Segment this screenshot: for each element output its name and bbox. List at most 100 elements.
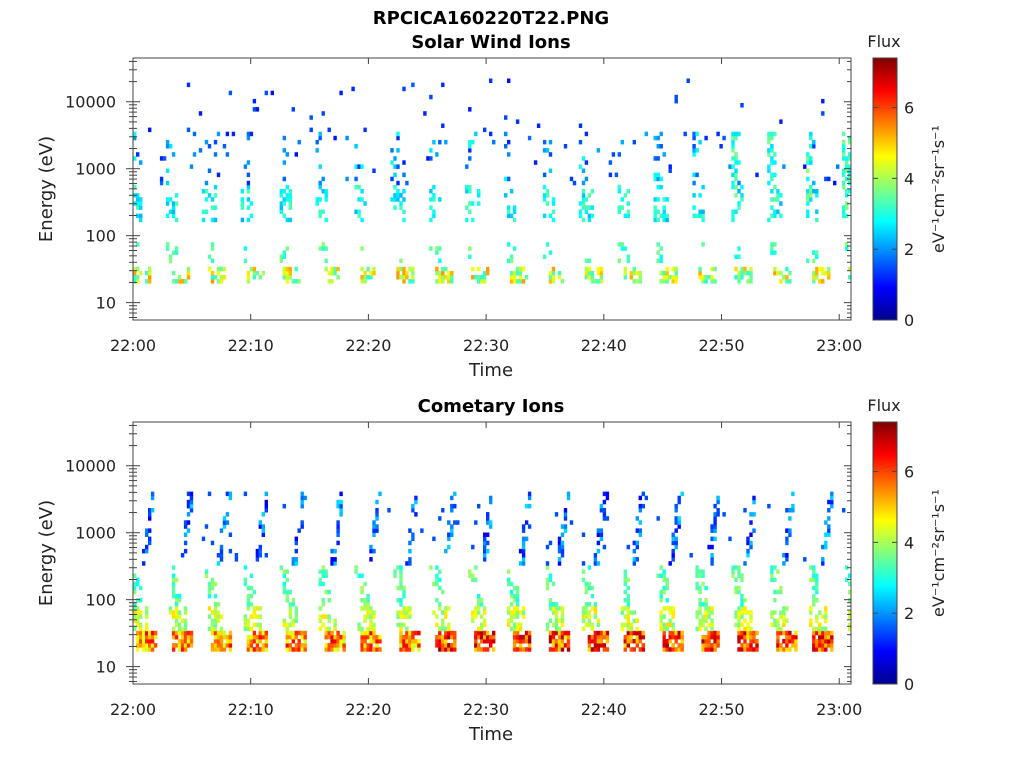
heatmap-cell bbox=[695, 573, 699, 578]
heatmap-cell bbox=[599, 532, 604, 537]
heatmap-cell bbox=[845, 242, 849, 247]
heatmap-cell bbox=[701, 647, 705, 652]
heatmap-cell bbox=[635, 279, 639, 284]
heatmap-cell bbox=[587, 213, 592, 219]
heatmap-cell bbox=[447, 270, 451, 276]
heatmap-cell bbox=[288, 630, 292, 636]
heatmap-cell bbox=[527, 524, 532, 529]
heatmap-cell bbox=[294, 614, 298, 619]
heatmap-cell bbox=[812, 573, 816, 578]
panel-cometary: Cometary Ions 22:00 22:10 22:20 22:30 22:40 2… bbox=[36, 396, 862, 745]
heatmap-cell bbox=[360, 189, 364, 194]
heatmap-cell bbox=[360, 164, 364, 169]
heatmap-cell bbox=[282, 201, 286, 206]
heatmap-cell bbox=[291, 639, 295, 644]
heatmap-cell bbox=[136, 606, 140, 611]
heatmap-cell bbox=[509, 258, 514, 264]
heatmap-cell bbox=[542, 148, 547, 153]
heatmap-cell bbox=[219, 647, 224, 652]
heatmap-cell bbox=[351, 86, 355, 92]
heatmap-cell bbox=[291, 602, 295, 607]
heatmap-cell bbox=[294, 279, 298, 284]
colorbar-label: eV⁻¹cm⁻²sr⁻¹s⁻¹ bbox=[929, 125, 948, 253]
heatmap-cell bbox=[812, 602, 816, 607]
heatmap-cell bbox=[291, 557, 295, 562]
heatmap-cell bbox=[336, 266, 340, 272]
heatmap-cell bbox=[255, 548, 260, 554]
heatmap-cell bbox=[402, 270, 406, 276]
heatmap-cell bbox=[785, 540, 789, 546]
heatmap-cell bbox=[692, 193, 696, 198]
heatmap-cell bbox=[677, 495, 681, 501]
heatmap-cell bbox=[701, 275, 705, 280]
heatmap-cell bbox=[707, 610, 711, 615]
heatmap-cell bbox=[174, 246, 179, 251]
heatmap-cell bbox=[393, 569, 397, 574]
heatmap-cell bbox=[297, 139, 301, 145]
heatmap-cell bbox=[695, 148, 699, 153]
heatmap-cell bbox=[447, 279, 451, 284]
heatmap-cell bbox=[435, 643, 439, 648]
heatmap-cell bbox=[704, 647, 708, 652]
heatmap-cell bbox=[198, 148, 203, 153]
heatmap-cell bbox=[701, 622, 705, 628]
colorbar-tick-label: 2 bbox=[904, 240, 914, 259]
heatmap-cell bbox=[560, 622, 565, 628]
heatmap-cell bbox=[243, 581, 248, 587]
heatmap-cell bbox=[788, 270, 792, 276]
heatmap-cell bbox=[447, 606, 451, 611]
heatmap-cell bbox=[369, 544, 373, 550]
heatmap-cell bbox=[171, 643, 176, 648]
heatmap-cell bbox=[324, 630, 328, 636]
heatmap-cell bbox=[429, 217, 433, 223]
heatmap-cell bbox=[432, 139, 436, 145]
heatmap-cell bbox=[321, 176, 325, 182]
heatmap-cell bbox=[258, 553, 262, 558]
heatmap-cell bbox=[474, 606, 478, 611]
heatmap-cell bbox=[734, 193, 738, 198]
heatmap-cell bbox=[623, 598, 627, 603]
heatmap-cell bbox=[402, 614, 406, 619]
heatmap-cell bbox=[213, 581, 218, 587]
heatmap-cell bbox=[845, 189, 849, 194]
heatmap-cell bbox=[692, 135, 696, 141]
heatmap-cell bbox=[692, 172, 696, 178]
heatmap-cell bbox=[294, 606, 298, 611]
heatmap-cell bbox=[593, 614, 598, 619]
heatmap-cell bbox=[635, 626, 639, 632]
heatmap-cell bbox=[824, 614, 828, 619]
heatmap-cell bbox=[408, 266, 412, 272]
heatmap-cell bbox=[246, 626, 251, 632]
heatmap-cell bbox=[429, 189, 433, 194]
heatmap-cell bbox=[486, 540, 490, 546]
heatmap-cell bbox=[282, 250, 286, 255]
heatmap-cell bbox=[210, 246, 215, 251]
heatmap-cell bbox=[701, 217, 705, 223]
heatmap-cell bbox=[453, 491, 457, 497]
heatmap-cell bbox=[752, 495, 756, 501]
heatmap-cell bbox=[680, 639, 684, 644]
heatmap-cell bbox=[548, 639, 553, 644]
heatmap-cell bbox=[710, 266, 714, 272]
heatmap-cell bbox=[731, 565, 735, 570]
heatmap-cell bbox=[812, 139, 816, 145]
heatmap-cell bbox=[486, 270, 490, 276]
heatmap-cell bbox=[590, 279, 595, 284]
heatmap-cell bbox=[554, 647, 559, 652]
heatmap-cell bbox=[584, 197, 589, 202]
heatmap-cell bbox=[767, 152, 771, 157]
heatmap-cell bbox=[671, 275, 675, 280]
heatmap-cell bbox=[177, 598, 182, 603]
heatmap-cell bbox=[674, 98, 678, 104]
heatmap-cell bbox=[139, 213, 143, 219]
heatmap-cell bbox=[402, 639, 406, 644]
heatmap-cell bbox=[210, 630, 215, 636]
heatmap-cell bbox=[554, 602, 559, 607]
heatmap-cell bbox=[662, 639, 666, 644]
x-tick-label: 23:00 bbox=[816, 336, 862, 355]
heatmap-cell bbox=[842, 139, 846, 145]
heatmap-cell bbox=[450, 532, 454, 537]
heatmap-cell bbox=[752, 630, 756, 636]
heatmap-cell bbox=[581, 626, 586, 632]
